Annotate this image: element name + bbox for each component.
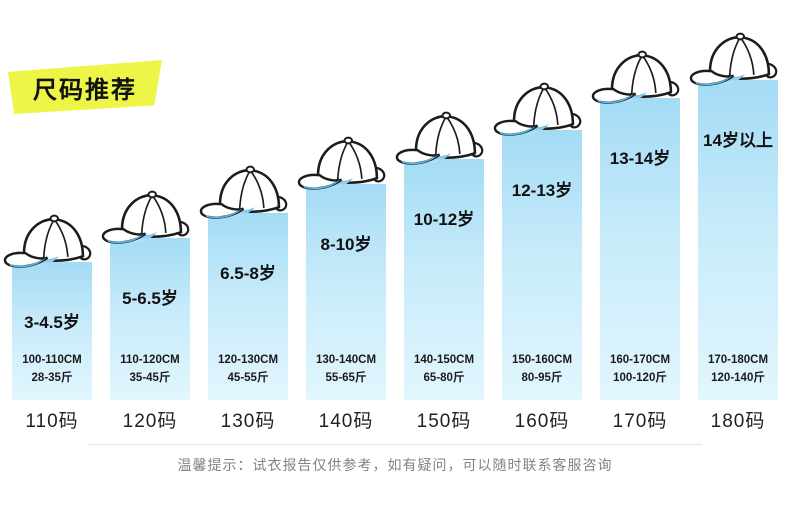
footer-tip: 温馨提示：试衣报告仅供参考，如有疑问，可以随时联系客服咨询: [177, 457, 613, 473]
size-code-label: 140码: [318, 411, 374, 432]
cap-icon: [101, 186, 199, 252]
age-label: 5-6.5岁: [122, 289, 178, 308]
height-range-label: 150-160CM: [511, 354, 573, 367]
size-bar: 5-6.5岁 110-120CM 35-45斤: [110, 238, 190, 400]
age-label: 6.5-8岁: [220, 264, 276, 283]
size-code-label: 130码: [220, 411, 276, 432]
size-code-label: 170码: [612, 411, 668, 432]
cap-icon: [297, 132, 395, 198]
age-label: 12-13岁: [511, 181, 573, 200]
height-range-label: 120-130CM: [217, 354, 279, 367]
cap-icon: [591, 46, 689, 112]
weight-range-label: 55-65斤: [325, 372, 367, 385]
height-range-label: 160-170CM: [609, 354, 671, 367]
height-range-label: 140-150CM: [413, 354, 475, 367]
weight-range-label: 65-80斤: [423, 372, 465, 385]
weight-range-label: 35-45斤: [129, 372, 171, 385]
size-code-label: 120码: [122, 411, 178, 432]
age-label: 10-12岁: [413, 210, 475, 229]
size-recommendation-banner: 尺码推荐: [8, 60, 162, 114]
size-bar: 8-10岁 130-140CM 55-65斤: [306, 184, 386, 400]
age-label: 8-10岁: [320, 235, 372, 254]
weight-range-label: 120-140斤: [711, 372, 765, 385]
divider: [88, 444, 702, 445]
size-column-180: 14岁以上 170-180CM 120-140斤: [698, 28, 778, 400]
size-column-160: 12-13岁 150-160CM 80-95斤: [502, 78, 582, 400]
cap-icon: [199, 161, 297, 227]
weight-range-label: 100-120斤: [613, 372, 667, 385]
size-bar: 14岁以上 170-180CM 120-140斤: [698, 80, 778, 400]
size-column-150: 10-12岁 140-150CM 65-80斤: [404, 107, 484, 400]
size-bar: 3-4.5岁 100-110CM 28-35斤: [12, 262, 92, 400]
banner-title: 尺码推荐: [33, 76, 137, 104]
size-column-170: 13-14岁 160-170CM 100-120斤: [600, 46, 680, 400]
size-code-label: 160码: [514, 411, 570, 432]
age-label: 14岁以上: [703, 131, 773, 150]
cap-icon: [493, 78, 591, 144]
size-column-130: 6.5-8岁 120-130CM 45-55斤: [208, 161, 288, 400]
height-range-label: 110-120CM: [120, 354, 180, 367]
cap-icon: [3, 210, 101, 276]
size-bar: 10-12岁 140-150CM 65-80斤: [404, 159, 484, 400]
size-code-label: 180码: [710, 411, 766, 432]
size-bar: 13-14岁 160-170CM 100-120斤: [600, 98, 680, 400]
weight-range-label: 45-55斤: [227, 372, 269, 385]
height-range-label: 170-180CM: [707, 354, 769, 367]
age-label: 13-14岁: [609, 149, 671, 168]
cap-icon: [395, 107, 493, 173]
size-bar: 12-13岁 150-160CM 80-95斤: [502, 130, 582, 400]
size-bars: 3-4.5岁 100-110CM 28-35斤 5-6.5岁 110-120CM…: [12, 0, 778, 400]
size-column-140: 8-10岁 130-140CM 55-65斤: [306, 132, 386, 400]
cap-icon: [689, 28, 787, 94]
size-code-label: 110码: [25, 411, 79, 432]
age-label: 3-4.5岁: [24, 313, 80, 332]
size-column-120: 5-6.5岁 110-120CM 35-45斤: [110, 186, 190, 400]
size-code-label: 150码: [416, 411, 472, 432]
weight-range-label: 80-95斤: [521, 372, 563, 385]
height-range-label: 130-140CM: [315, 354, 377, 367]
size-bar: 6.5-8岁 120-130CM 45-55斤: [208, 213, 288, 400]
height-range-label: 100-110CM: [22, 354, 82, 367]
weight-range-label: 28-35斤: [31, 372, 73, 385]
size-code-row: 110码 120码 130码 140码 150码 160码 170码 180码: [12, 406, 778, 433]
size-column-110: 3-4.5岁 100-110CM 28-35斤: [12, 210, 92, 400]
